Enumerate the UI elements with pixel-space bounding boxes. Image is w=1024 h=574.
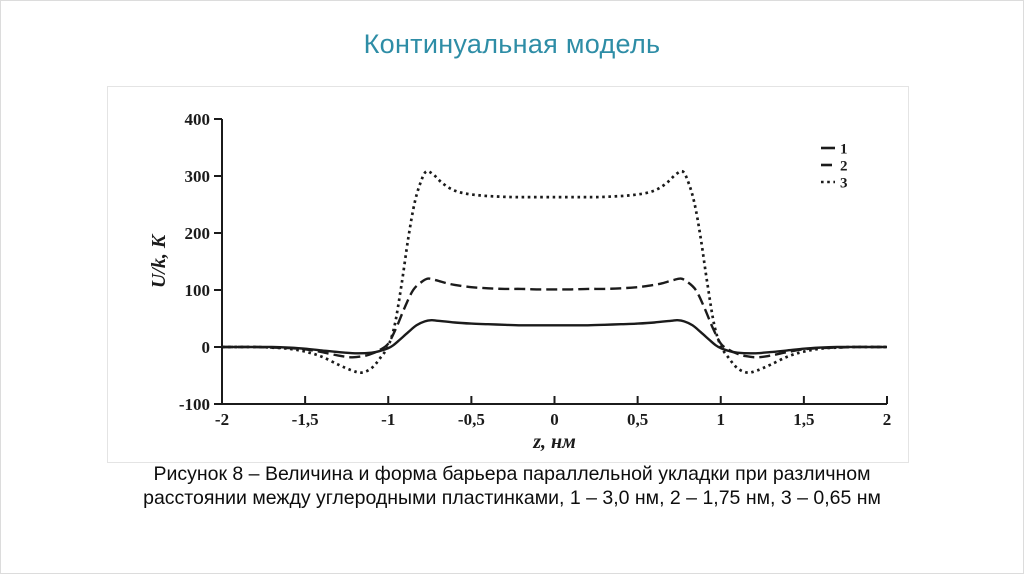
x-tick-label: 1 xyxy=(717,410,726,429)
x-tick-label: 0 xyxy=(550,410,559,429)
y-tick-label: -100 xyxy=(179,395,210,414)
series-1-line xyxy=(222,318,887,355)
figure-image: 400 300 200 100 0 -100 -2 -1,5 -1 -0,5 0 0,5 1 1,5 2 U/… xyxy=(107,86,909,463)
x-axis-title: z, нм xyxy=(532,431,576,453)
x-tick-label: -0,5 xyxy=(458,410,485,429)
x-tick-label: 2 xyxy=(883,410,892,429)
barrier-chart: 400 300 200 100 0 -100 -2 -1,5 -1 -0,5 0 0,5 1 1,5 2 U/… xyxy=(148,110,892,453)
legend-label-2: 2 xyxy=(840,159,848,175)
x-tick-label: 0,5 xyxy=(627,410,648,429)
y-axis-title: U/k, K xyxy=(148,233,170,288)
x-tick-label: -1 xyxy=(381,410,395,429)
y-tick-label: 0 xyxy=(202,338,211,357)
y-tick-label: 100 xyxy=(185,281,211,300)
series-3-line xyxy=(222,169,887,375)
y-tick-label: 300 xyxy=(185,167,211,186)
y-tick-label: 200 xyxy=(185,224,211,243)
y-tick-label: 400 xyxy=(185,110,211,129)
figure-caption: Рисунок 8 – Величина и форма барьера пар… xyxy=(1,462,1023,510)
legend-label-3: 3 xyxy=(840,176,848,192)
x-tick-label: -1,5 xyxy=(292,410,319,429)
slide-title: Континуальная модель xyxy=(363,29,661,59)
x-tick-label: -2 xyxy=(215,410,229,429)
figure-caption-line1: Рисунок 8 – Величина и форма барьера пар… xyxy=(153,463,871,485)
legend-label-1: 1 xyxy=(840,142,848,158)
figure-caption-line2: расстоянии между углеродными пластинками… xyxy=(143,487,881,509)
x-tick-label: 1,5 xyxy=(793,410,814,429)
series-2-line xyxy=(222,277,887,359)
